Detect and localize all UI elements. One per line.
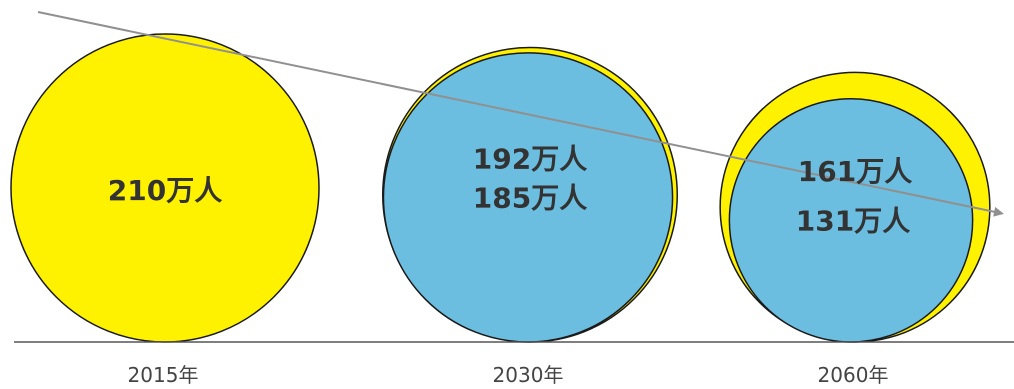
label-2060-inner: 131万人 [796,204,910,237]
x-tick-label: 2060年 [818,363,889,387]
x-tick-label: 2015年 [128,363,199,387]
label-2030-inner: 185万人 [473,181,587,214]
x-tick-label: 2030年 [493,363,564,387]
trend-arrow [37,11,1004,217]
label-2030-total: 192万人 [473,143,587,176]
label-2015-total: 210万人 [108,174,222,207]
label-2060-total: 161万人 [798,155,912,188]
